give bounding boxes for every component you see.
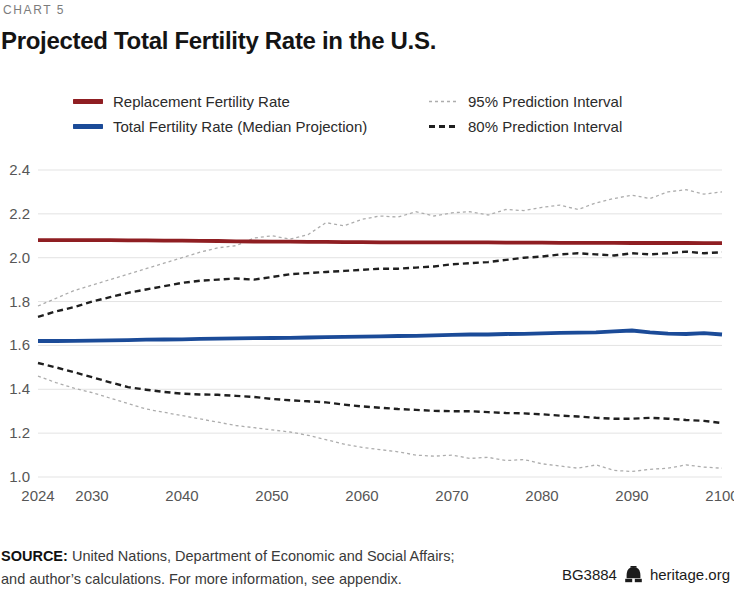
chart-page: CHART 5 Projected Total Fertility Rate i…: [0, 0, 734, 590]
document-id: BG3884: [562, 566, 617, 583]
x-tick-label: 2070: [428, 487, 476, 504]
x-tick-label: 2080: [518, 487, 566, 504]
x-tick-label: 2050: [248, 487, 296, 504]
x-tick-label: 2024: [14, 487, 62, 504]
series-line: [38, 190, 722, 306]
source-label: SOURCE:: [1, 548, 68, 564]
y-tick-label: 2.0: [0, 249, 30, 266]
series-line: [38, 252, 722, 317]
y-tick-label: 1.2: [0, 424, 30, 441]
x-tick-label: 2030: [68, 487, 116, 504]
y-tick-label: 2.4: [0, 161, 30, 178]
y-tick-label: 2.2: [0, 205, 30, 222]
x-tick-label: 2090: [608, 487, 656, 504]
x-tick-label: 2060: [338, 487, 386, 504]
publication-credit: BG3884 heritage.org: [562, 566, 730, 583]
series-line: [38, 240, 722, 243]
website-link: heritage.org: [650, 566, 730, 583]
source-line-2: and author’s calculations. For more info…: [1, 568, 454, 590]
source-note: SOURCE: United Nations, Department of Ec…: [1, 545, 454, 590]
y-tick-label: 1.6: [0, 336, 30, 353]
x-tick-label: 2100: [698, 487, 734, 504]
y-tick-label: 1.4: [0, 380, 30, 397]
y-tick-label: 1.8: [0, 293, 30, 310]
liberty-bell-icon: [624, 566, 643, 583]
series-line: [38, 331, 722, 342]
series-line: [38, 376, 722, 471]
y-tick-label: 1.0: [0, 468, 30, 485]
series-line: [38, 363, 722, 423]
source-line-1: SOURCE: United Nations, Department of Ec…: [1, 545, 454, 568]
x-tick-label: 2040: [158, 487, 206, 504]
